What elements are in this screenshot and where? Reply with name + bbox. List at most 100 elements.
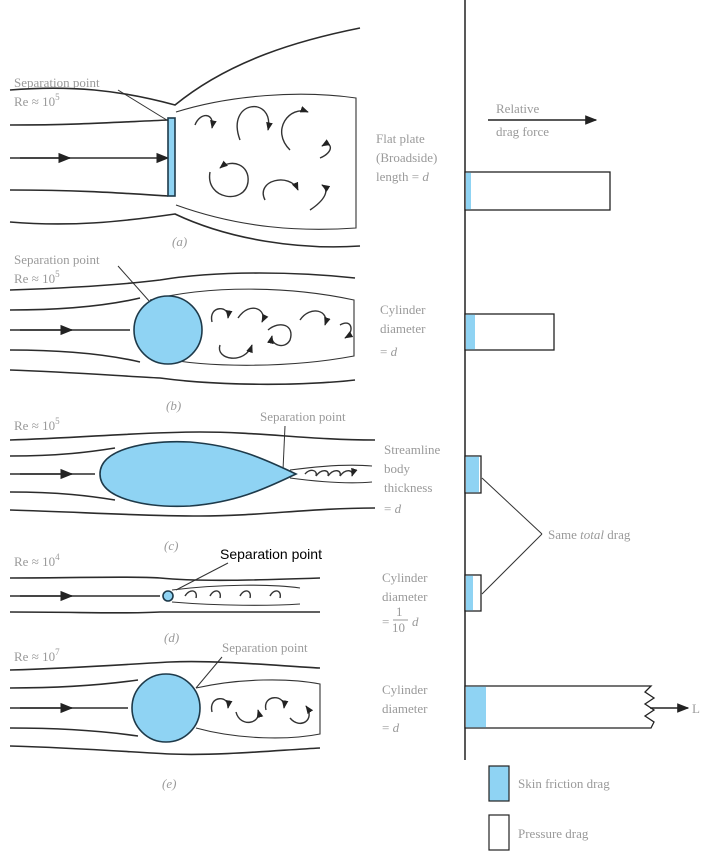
eddy bbox=[236, 106, 273, 141]
streamline bbox=[9, 297, 141, 311]
skin-segment-a bbox=[466, 172, 471, 210]
streamline bbox=[9, 447, 116, 457]
eddy bbox=[319, 139, 332, 159]
body-label-d: = bbox=[382, 614, 389, 629]
eddy bbox=[262, 179, 299, 201]
eddy bbox=[281, 106, 309, 151]
eddy bbox=[218, 344, 253, 359]
leader-b bbox=[117, 265, 151, 303]
leader-a bbox=[117, 89, 171, 123]
drag-bar-a bbox=[464, 171, 611, 211]
streamline bbox=[9, 491, 116, 501]
body-label-c: body bbox=[384, 461, 411, 476]
same-total-label: Same total drag bbox=[548, 527, 631, 542]
body-label-c: Streamline bbox=[384, 442, 441, 457]
streamline bbox=[9, 745, 321, 756]
wake-boundary bbox=[175, 93, 357, 230]
body-label-b: = d bbox=[380, 344, 398, 359]
caption-d: (d) bbox=[164, 630, 179, 645]
body-label-e: diameter bbox=[382, 701, 428, 716]
skin-segment-d bbox=[466, 575, 473, 611]
bracket-line bbox=[481, 533, 543, 595]
drag-bars: L bbox=[464, 171, 700, 729]
eddy bbox=[265, 697, 289, 711]
streamline-body bbox=[99, 440, 298, 508]
eddy bbox=[299, 310, 331, 326]
panel-d: Re ≈ 104 Separation point (d) Cylinder d… bbox=[9, 546, 428, 645]
body-label-b: diameter bbox=[380, 321, 426, 336]
flat-plate bbox=[167, 117, 176, 197]
streamline bbox=[9, 189, 169, 197]
eddy bbox=[210, 308, 233, 323]
panel-e: Re ≈ 107 Separation point (e) Cylinder d… bbox=[9, 640, 428, 791]
separation-label-a: Separation point bbox=[14, 75, 100, 90]
leader-c bbox=[282, 425, 286, 471]
body-label-c: = d bbox=[384, 501, 402, 516]
wake-boundary bbox=[149, 288, 355, 366]
streamline bbox=[9, 349, 141, 363]
streamline bbox=[9, 27, 361, 106]
legend-skin-label: Skin friction drag bbox=[518, 776, 610, 791]
panel-a: Separation point Re ≈ 105 (a) Flat plate… bbox=[9, 27, 437, 249]
legend-pressure-label: Pressure drag bbox=[518, 826, 589, 841]
eddy bbox=[304, 467, 358, 477]
body-label-d-frac-num: 1 bbox=[396, 604, 403, 619]
panel-c: Re ≈ 105 Separation point (c) Streamline… bbox=[9, 409, 441, 553]
cylinder bbox=[131, 673, 201, 743]
body-label-e: = d bbox=[382, 720, 400, 735]
streamline bbox=[9, 272, 356, 291]
axis-label-line1: Relative bbox=[496, 101, 540, 116]
body-label-a: length = d bbox=[376, 169, 429, 184]
eddy bbox=[235, 709, 264, 723]
eddy bbox=[339, 322, 354, 339]
body-label-c: thickness bbox=[384, 480, 432, 495]
caption-a: (a) bbox=[172, 234, 187, 249]
drag-bar-b bbox=[464, 313, 555, 351]
eddy bbox=[237, 307, 269, 323]
eddy bbox=[209, 160, 249, 198]
wake-boundary bbox=[289, 464, 373, 484]
eddy bbox=[210, 698, 233, 713]
body-label-e: Cylinder bbox=[382, 682, 428, 697]
body-label-d: diameter bbox=[382, 589, 428, 604]
body-label-d: Cylinder bbox=[382, 570, 428, 585]
body-label-a: (Broadside) bbox=[376, 150, 437, 165]
body-label-a: Flat plate bbox=[376, 131, 425, 146]
same-total-annotation: Same total drag bbox=[481, 477, 631, 595]
streamline bbox=[9, 507, 376, 517]
streamline bbox=[9, 213, 361, 248]
re-label-e: Re ≈ 107 bbox=[14, 647, 60, 664]
small-cylinder bbox=[162, 590, 174, 602]
wake-boundary bbox=[171, 584, 301, 606]
streamline bbox=[9, 369, 356, 386]
separation-label-c: Separation point bbox=[260, 409, 346, 424]
eddy bbox=[194, 114, 217, 129]
streamline bbox=[9, 611, 320, 614]
legend-pressure-swatch bbox=[488, 814, 510, 851]
eddy bbox=[289, 705, 314, 724]
eddy bbox=[184, 590, 282, 599]
bracket-line bbox=[481, 477, 543, 535]
separation-label-e: Separation point bbox=[222, 640, 308, 655]
separation-label-d: Separation point bbox=[220, 546, 322, 562]
skin-segment-c bbox=[466, 456, 479, 493]
skin-segment-b bbox=[466, 314, 475, 350]
caption-b: (b) bbox=[166, 398, 181, 413]
re-label-c: Re ≈ 105 bbox=[14, 416, 60, 433]
re-label-b: Re ≈ 105 bbox=[14, 269, 60, 286]
legend-skin-swatch bbox=[488, 765, 510, 802]
body-label-d-frac-den: 10 bbox=[392, 620, 405, 635]
drag-bar-e bbox=[464, 685, 656, 729]
skin-segment-e bbox=[466, 686, 486, 728]
body-label-d-var: d bbox=[412, 614, 419, 629]
leader-d bbox=[175, 562, 229, 591]
re-label-d: Re ≈ 104 bbox=[14, 552, 60, 569]
separation-label-b: Separation point bbox=[14, 252, 100, 267]
re-label-a: Re ≈ 105 bbox=[14, 92, 60, 109]
cylinder bbox=[133, 295, 203, 365]
streamline bbox=[9, 576, 321, 582]
axis-label-line2: drag force bbox=[496, 124, 549, 139]
eddy bbox=[267, 324, 292, 347]
streamline bbox=[9, 431, 376, 441]
